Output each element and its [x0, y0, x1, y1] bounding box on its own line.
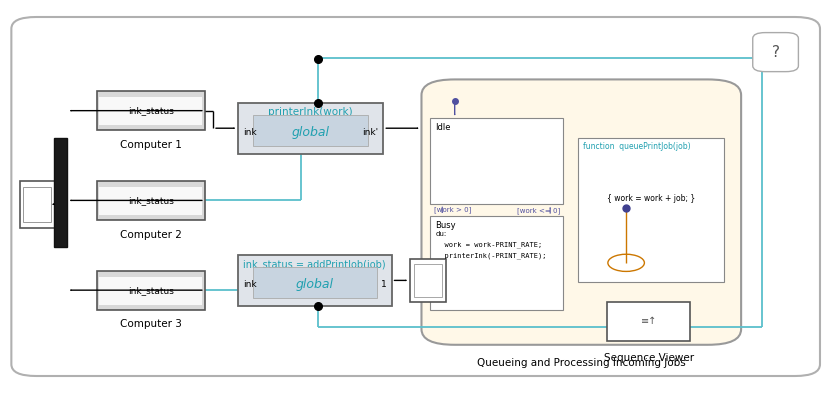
- Text: printerInk(-PRINT_RATE);: printerInk(-PRINT_RATE);: [436, 252, 546, 259]
- Text: Busy: Busy: [436, 221, 456, 230]
- Text: 1: 1: [381, 280, 387, 289]
- Bar: [253, 267, 377, 298]
- Text: printerInk(work): printerInk(work): [268, 107, 353, 117]
- Bar: [253, 114, 368, 146]
- Bar: [238, 103, 383, 154]
- Text: [work <= 0]: [work <= 0]: [517, 208, 561, 214]
- Text: ink_status: ink_status: [128, 106, 174, 115]
- Bar: [23, 187, 51, 222]
- Bar: [20, 181, 54, 228]
- Text: ink_status: ink_status: [128, 196, 174, 205]
- Bar: [53, 138, 67, 247]
- FancyBboxPatch shape: [421, 79, 741, 345]
- Bar: [99, 187, 202, 215]
- Text: Idle: Idle: [436, 123, 451, 132]
- Text: function  queuePrintJob(job): function queuePrintJob(job): [582, 142, 691, 151]
- Text: ?: ?: [771, 45, 780, 60]
- Text: global: global: [296, 278, 334, 291]
- FancyBboxPatch shape: [12, 17, 820, 376]
- FancyBboxPatch shape: [753, 33, 798, 72]
- Text: Computer 2: Computer 2: [120, 230, 182, 240]
- Bar: [607, 302, 691, 341]
- Text: { work = work + job; }: { work = work + job; }: [607, 194, 696, 203]
- Bar: [97, 181, 205, 220]
- Text: ≡↑: ≡↑: [641, 316, 657, 326]
- Text: [work > 0]: [work > 0]: [434, 206, 471, 213]
- Bar: [99, 97, 202, 125]
- Text: global: global: [292, 126, 330, 139]
- Text: ink': ink': [362, 128, 378, 137]
- Text: ink_status: ink_status: [128, 286, 174, 295]
- Bar: [97, 91, 205, 130]
- Bar: [99, 277, 202, 305]
- Text: work = work-PRINT_RATE;: work = work-PRINT_RATE;: [436, 242, 541, 248]
- Text: ink: ink: [243, 280, 257, 289]
- Bar: [410, 259, 446, 302]
- Bar: [414, 264, 442, 297]
- Text: Sequence Viewer: Sequence Viewer: [604, 353, 694, 363]
- Text: Queueing and Processing Incoming Jobs: Queueing and Processing Incoming Jobs: [477, 358, 686, 369]
- Bar: [430, 216, 562, 310]
- Bar: [578, 138, 724, 282]
- Text: Computer 3: Computer 3: [120, 320, 182, 329]
- Text: ink: ink: [243, 128, 257, 137]
- Bar: [430, 118, 562, 204]
- Text: du:: du:: [436, 231, 446, 237]
- Bar: [97, 271, 205, 310]
- Text: Computer 1: Computer 1: [120, 140, 182, 150]
- Bar: [238, 255, 392, 306]
- Text: ink_status = addPrintJob(job): ink_status = addPrintJob(job): [243, 259, 387, 270]
